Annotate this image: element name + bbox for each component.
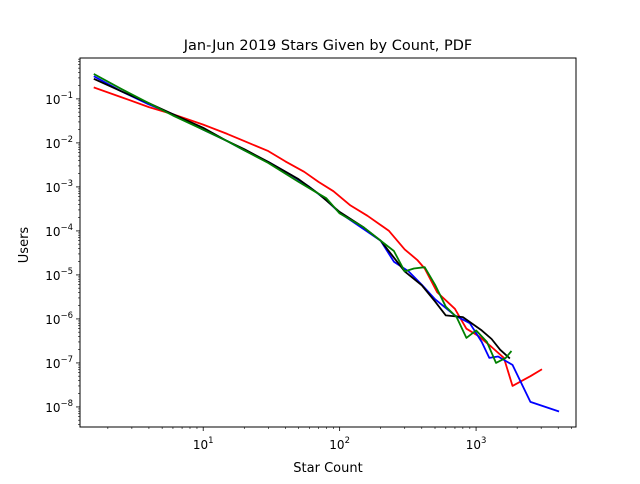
y-tick-label: 10−4 — [45, 223, 73, 239]
y-axis-label: Users — [17, 227, 32, 264]
y-tick-label: 10−6 — [45, 311, 73, 327]
y-tick-label: 10−1 — [45, 91, 73, 107]
y-tick-label: 10−5 — [45, 267, 73, 283]
series-line-4 — [93, 73, 513, 364]
axes-frame — [79, 57, 577, 428]
chart-title: Jan-Jun 2019 Stars Given by Count, PDF — [183, 38, 473, 54]
y-tick-label: 10−7 — [45, 355, 73, 371]
x-axis-label: Star Count — [293, 461, 362, 476]
x-tick-label: 101 — [193, 436, 214, 452]
y-tick-label: 10−2 — [45, 135, 73, 151]
x-tick-label: 102 — [329, 436, 350, 452]
y-tick-label: 10−3 — [45, 179, 73, 195]
plot-area: 101 102 103 10−8 10−7 10−6 10−5 10−4 10−3 10−2 10−… — [45, 57, 577, 452]
y-tick-label: 10−8 — [45, 399, 73, 415]
x-tick-label: 103 — [466, 436, 487, 452]
